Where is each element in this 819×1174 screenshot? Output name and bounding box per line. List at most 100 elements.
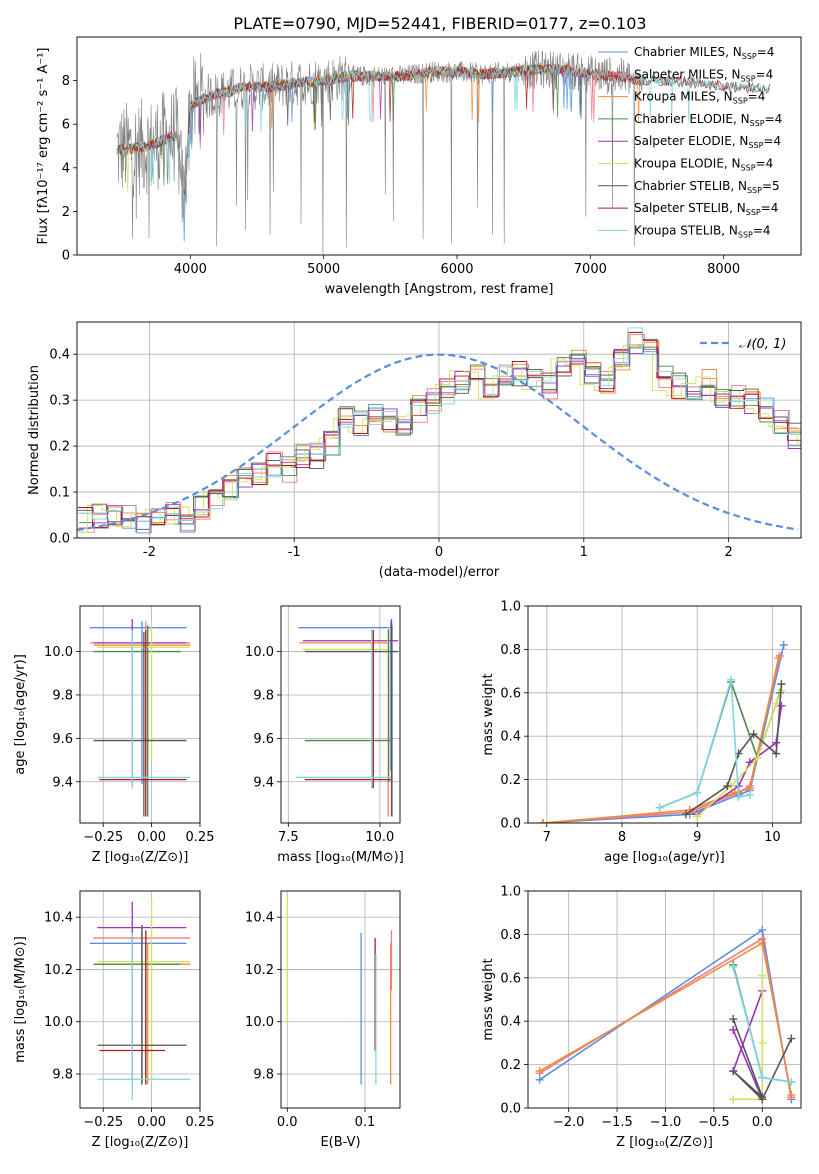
y-tick-label: 0.6 <box>500 971 521 986</box>
panel-age-vs-mass: 7.5 10.0 9.4 9.6 9.8 10.0 mass [log₁₀(M/M⊙)] <box>245 605 404 865</box>
x-tick-label: −2.0 <box>553 1115 585 1130</box>
x-tick-label: 7.5 <box>278 830 299 845</box>
y-tick-label: 10.4 <box>44 911 73 926</box>
x-tick-label: −0.5 <box>698 1115 730 1130</box>
panel-age-vs-Z: −0.25 0.00 0.25 9.4 9.6 9.8 10.0 Z [log₁₀(Z/Z⊙)… <box>13 605 215 865</box>
marker-chabrier-stelib <box>723 782 732 791</box>
model-spectrum-kroupa-stelib <box>116 64 771 197</box>
x-tick-label: −1.5 <box>601 1115 633 1130</box>
y-tick-label: 4 <box>62 161 70 176</box>
marker-chabrier-stelib <box>729 1067 738 1076</box>
y-tick-label: 10.0 <box>245 1015 274 1030</box>
line-chabrier-miles <box>542 644 785 823</box>
y-tick-label: 9.8 <box>52 688 73 703</box>
legend-label: Salpeter MILES, NSSP=4 <box>634 67 773 83</box>
x-tick-label: 0 <box>435 545 443 560</box>
x-tick-label: 4000 <box>174 262 207 277</box>
x-axis-label: (data-model)/error <box>379 565 500 580</box>
y-axis-label: Flux [fλ10⁻¹⁷ erg cm⁻² s⁻¹ A⁻¹] <box>36 48 51 245</box>
panel-massweight-vs-age: 7 8 9 10 0.0 0.2 0.4 0.6 0.8 1.0 age [log₁₀(age/yr… <box>481 600 802 865</box>
marker-chabrier-stelib <box>758 1095 767 1104</box>
legend-label: Kroupa ELODIE, NSSP=4 <box>634 157 773 173</box>
x-tick-label: 10.0 <box>365 830 394 845</box>
histogram-salpeter-miles <box>79 333 801 533</box>
marker-kroupa-elodie <box>753 753 762 762</box>
y-tick-label: 8 <box>62 74 70 89</box>
marker-kroupa-stelib <box>758 1073 767 1082</box>
marker-kroupa-stelib <box>655 803 664 812</box>
marker-salpeter-elodie <box>729 1025 738 1034</box>
line-salpeter-elodie <box>732 990 764 1100</box>
marker-chabrier-stelib <box>787 1034 796 1043</box>
axes-frame <box>527 605 802 824</box>
histogram-kroupa-stelib <box>77 327 801 534</box>
y-tick-label: 0.8 <box>500 928 521 943</box>
marker-salpeter-elodie <box>777 701 786 710</box>
y-tick-label: 2 <box>62 205 70 220</box>
y-axis-label: Normed distribution <box>27 365 42 495</box>
marker-kroupa-miles <box>774 654 783 663</box>
plot-area <box>286 896 393 1085</box>
x-tick-label: -1 <box>288 545 301 560</box>
axes-frame <box>280 605 401 824</box>
x-axis-label: mass [log₁₀(M/M⊙)] <box>277 850 404 865</box>
y-axis-label: mass weight <box>481 673 496 755</box>
x-axis-label: Z [log₁₀(Z/Z⊙)] <box>92 1135 189 1150</box>
y-tick-label: 1.0 <box>500 600 521 615</box>
marker-kroupa-miles <box>730 788 739 797</box>
legend-label: Chabrier STELIB, NSSP=5 <box>634 179 780 195</box>
marker-kroupa-elodie <box>758 971 767 980</box>
x-tick-label: 0.25 <box>186 1115 215 1130</box>
panel-residuals: -2 -1 0 1 2 0.0 0.1 0.2 0.3 0.4 (data-model)/error… <box>27 321 802 580</box>
marker-kroupa-miles <box>758 939 767 948</box>
marker-kroupa-miles <box>787 1090 796 1099</box>
y-axis-label: age [log₁₀(age/yr)] <box>13 654 28 775</box>
gaussian-curve <box>77 353 799 531</box>
x-tick-label: 7 <box>543 830 551 845</box>
x-tick-label: 0.00 <box>137 1115 166 1130</box>
plot-area <box>77 327 801 534</box>
marker-chabrier-stelib <box>772 749 781 758</box>
marker-chabrier-stelib <box>749 730 758 739</box>
marker-kroupa-stelib <box>745 790 754 799</box>
y-tick-label: 0.4 <box>500 730 521 745</box>
plot-area <box>295 619 399 817</box>
model-spectrum-chabrier-stelib <box>116 63 771 195</box>
x-tick-label: 0.00 <box>137 830 166 845</box>
x-tick-label: 1 <box>580 545 588 560</box>
histogram-chabrier-elodie <box>79 344 801 529</box>
y-tick-label: 0.8 <box>500 643 521 658</box>
marker-kroupa-elodie <box>729 1095 738 1104</box>
plot-area <box>535 926 796 1104</box>
x-axis-label: E(B-V) <box>320 1135 360 1150</box>
axes-frame <box>76 321 802 539</box>
marker-kroupa-stelib <box>693 788 702 797</box>
y-tick-label: 10.2 <box>44 963 73 978</box>
legend-label: Salpeter STELIB, NSSP=4 <box>634 201 778 217</box>
x-tick-label: 7000 <box>574 262 607 277</box>
x-axis-label: Z [log₁₀(Z/Z⊙)] <box>616 1135 713 1150</box>
marker-chabrier-stelib <box>681 810 690 819</box>
panel-spectrum: 4000 5000 6000 7000 8000 0 2 4 6 8 wavelength [Ang… <box>36 36 802 297</box>
legend-label: 𝒩(0, 1) <box>739 337 786 352</box>
marker-kroupa-miles <box>535 1067 544 1076</box>
y-tick-label: 9.4 <box>52 775 73 790</box>
y-axis-label: mass weight <box>481 958 496 1040</box>
x-tick-label: −0.25 <box>83 830 123 845</box>
marker-kroupa-stelib <box>727 675 736 684</box>
x-axis-label: Z [log₁₀(Z/Z⊙)] <box>92 850 189 865</box>
histogram-kroupa-miles <box>79 341 801 523</box>
y-tick-label: 10.4 <box>245 911 274 926</box>
marker-kroupa-stelib <box>729 962 738 971</box>
x-tick-label: −0.25 <box>83 1115 123 1130</box>
axes-frame <box>527 890 802 1109</box>
line-kroupa-miles <box>542 657 780 823</box>
histogram-kroupa-elodie <box>77 344 801 533</box>
y-tick-label: 10.0 <box>245 645 274 660</box>
x-tick-label: 0.25 <box>186 830 215 845</box>
y-tick-label: 0 <box>62 249 70 264</box>
panel-mass-vs-ebv: 0.0 0.1 9.8 10.0 10.2 10.4 E(B-V) <box>245 890 401 1150</box>
x-tick-label: 5000 <box>307 262 340 277</box>
